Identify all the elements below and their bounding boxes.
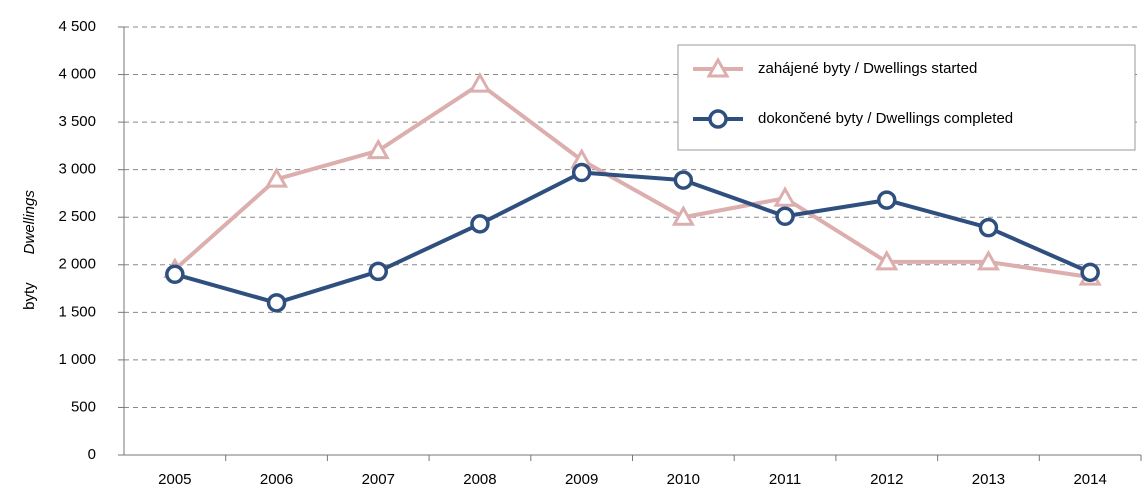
series-line bbox=[173, 82, 1091, 280]
point bbox=[976, 249, 1001, 271]
point bbox=[366, 138, 390, 160]
point bbox=[165, 264, 185, 285]
point bbox=[266, 293, 287, 313]
point bbox=[877, 190, 897, 210]
x-tick-label: 2007 bbox=[362, 471, 395, 488]
point bbox=[368, 261, 388, 282]
y-tick-label: 4 500 bbox=[58, 18, 96, 35]
y-axis-label: byty Dwellings bbox=[21, 190, 38, 310]
y-tick-label: 2 500 bbox=[58, 208, 96, 225]
y-label-en: Dwellings bbox=[21, 190, 38, 255]
series-line bbox=[174, 170, 1091, 305]
y-tick-label: 0 bbox=[88, 446, 96, 463]
legend-box bbox=[677, 44, 1136, 151]
point bbox=[875, 249, 899, 271]
x-tick-label: 2009 bbox=[565, 471, 598, 488]
point bbox=[264, 167, 289, 188]
point bbox=[470, 214, 490, 234]
y-tick-label: 1 500 bbox=[58, 303, 96, 320]
x-tick-label: 2006 bbox=[260, 471, 293, 488]
legend-marker bbox=[708, 109, 728, 129]
point bbox=[775, 206, 795, 227]
point bbox=[571, 162, 592, 183]
point bbox=[978, 217, 999, 238]
x-tick-label: 2008 bbox=[463, 471, 496, 488]
x-tick-label: 2012 bbox=[870, 471, 903, 488]
x-tick-label: 2011 bbox=[769, 471, 801, 488]
y-label-cz: byty bbox=[21, 282, 38, 310]
y-tick-label: 2 000 bbox=[58, 256, 96, 273]
point bbox=[673, 170, 694, 190]
x-tick-label: 2005 bbox=[158, 471, 191, 488]
y-tick-label: 500 bbox=[71, 398, 96, 415]
x-tick-label: 2010 bbox=[667, 471, 700, 488]
point bbox=[671, 205, 695, 226]
legend-label: zahájené byty / Dwellings started bbox=[758, 60, 977, 77]
point bbox=[773, 186, 797, 207]
y-tick-label: 1 000 bbox=[58, 351, 96, 368]
y-tick-label: 3 000 bbox=[58, 161, 96, 178]
legend-marker bbox=[706, 56, 730, 78]
y-tick-label: 4 000 bbox=[58, 66, 96, 83]
x-tick-label: 2014 bbox=[1073, 471, 1106, 488]
point bbox=[468, 72, 492, 93]
legend-label: dokončené byty / Dwellings completed bbox=[758, 110, 1013, 127]
x-tick-label: 2013 bbox=[972, 471, 1005, 488]
y-tick-label: 3 500 bbox=[58, 113, 96, 130]
point bbox=[1080, 262, 1100, 283]
